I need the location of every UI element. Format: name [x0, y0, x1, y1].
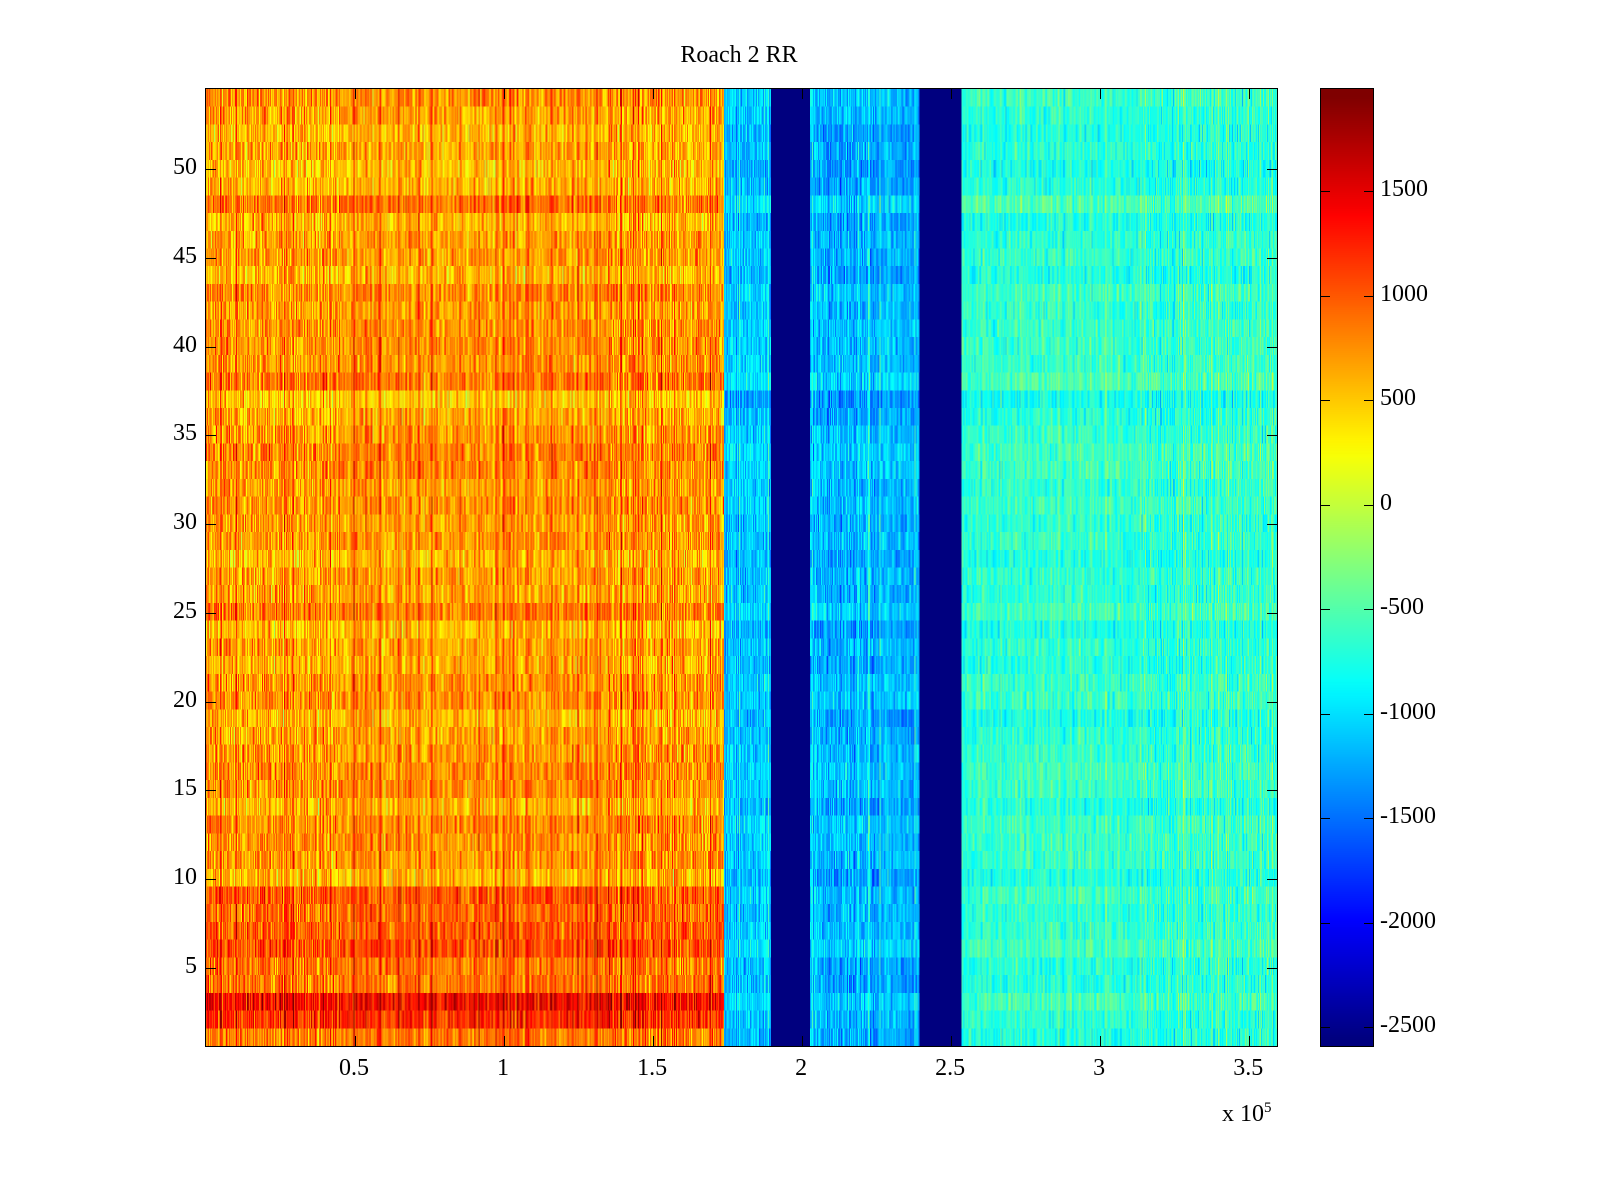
colorbar-tick-mark: [1364, 400, 1373, 402]
x-tick-mark: [1249, 89, 1251, 99]
colorbar-tick-mark: [1364, 609, 1373, 611]
y-tick-mark: [206, 701, 216, 703]
colorbar-tick-mark: [1364, 713, 1373, 715]
x-multiplier-exponent: 5: [1264, 1100, 1272, 1116]
x-tick-label: 0.5: [339, 1055, 370, 1081]
x-tick-label: 3: [1093, 1055, 1106, 1081]
x-tick-mark: [355, 89, 357, 99]
colorbar-tick-mark: [1364, 504, 1373, 506]
x-tick-mark: [951, 1036, 953, 1046]
x-tick-label: 1.5: [637, 1055, 668, 1081]
y-tick-mark: [1267, 968, 1277, 970]
x-tick-mark: [1100, 89, 1102, 99]
x-tick-mark: [1249, 1036, 1251, 1046]
x-tick-mark: [802, 1036, 804, 1046]
y-tick-label: 30: [173, 509, 197, 536]
colorbar-tick-mark: [1321, 609, 1330, 611]
y-tick-mark: [1267, 790, 1277, 792]
y-tick-mark: [206, 168, 216, 170]
colorbar-tick-mark: [1321, 295, 1330, 297]
y-tick-label: 50: [173, 153, 197, 180]
x-tick-mark: [504, 1036, 506, 1046]
y-tick-label: 5: [185, 953, 197, 980]
x-tick-mark: [355, 1036, 357, 1046]
y-tick-mark: [1267, 701, 1277, 703]
colorbar-tick-mark: [1321, 504, 1330, 506]
y-tick-mark: [206, 257, 216, 259]
x-tick-label: 1: [497, 1055, 510, 1081]
colorbar-tick-mark: [1321, 818, 1330, 820]
y-tick-mark: [206, 968, 216, 970]
colorbar-tick-mark: [1364, 818, 1373, 820]
y-tick-mark: [206, 435, 216, 437]
x-tick-mark: [653, 89, 655, 99]
y-tick-mark: [1267, 346, 1277, 348]
y-tick-mark: [206, 524, 216, 526]
y-tick-mark: [1267, 612, 1277, 614]
x-tick-mark: [951, 89, 953, 99]
colorbar-tick-mark: [1364, 922, 1373, 924]
heatmap-image: [206, 89, 1277, 1046]
colorbar-tick-mark: [1364, 191, 1373, 193]
y-tick-label: 10: [173, 864, 197, 891]
chart-title: Roach 2 RR: [680, 42, 798, 68]
y-tick-label: 15: [173, 775, 197, 802]
colorbar-tick-label: 1000: [1380, 280, 1428, 307]
y-tick-label: 20: [173, 686, 197, 713]
y-tick-mark: [206, 612, 216, 614]
colorbar-tick-label: -1000: [1380, 698, 1436, 725]
colorbar-tick-mark: [1321, 191, 1330, 193]
y-tick-label: 25: [173, 597, 197, 624]
y-tick-mark: [1267, 524, 1277, 526]
x-tick-mark: [1100, 1036, 1102, 1046]
colorbar-tick-label: 0: [1380, 489, 1392, 516]
y-tick-mark: [206, 346, 216, 348]
y-tick-mark: [1267, 879, 1277, 881]
y-tick-mark: [206, 879, 216, 881]
colorbar-tick-mark: [1364, 1027, 1373, 1029]
x-tick-mark: [504, 89, 506, 99]
colorbar-tick-label: -2500: [1380, 1012, 1436, 1039]
x-tick-label: 2.5: [935, 1055, 966, 1081]
y-tick-mark: [1267, 435, 1277, 437]
x-tick-mark: [802, 89, 804, 99]
y-tick-mark: [1267, 168, 1277, 170]
heatmap-axes: [205, 88, 1278, 1047]
colorbar-tick-mark: [1321, 713, 1330, 715]
colorbar-tick-mark: [1321, 1027, 1330, 1029]
colorbar: [1320, 88, 1374, 1047]
colorbar-gradient: [1321, 89, 1373, 1046]
y-tick-label: 40: [173, 331, 197, 358]
x-tick-mark: [653, 1036, 655, 1046]
x-multiplier-base: x 10: [1222, 1101, 1264, 1127]
y-tick-mark: [206, 790, 216, 792]
x-tick-label: 3.5: [1233, 1055, 1264, 1081]
colorbar-tick-label: 500: [1380, 385, 1416, 412]
y-tick-mark: [1267, 257, 1277, 259]
colorbar-tick-mark: [1321, 400, 1330, 402]
colorbar-tick-mark: [1364, 295, 1373, 297]
colorbar-tick-mark: [1321, 922, 1330, 924]
colorbar-tick-label: -500: [1380, 594, 1424, 621]
colorbar-tick-label: -1500: [1380, 803, 1436, 830]
y-tick-label: 35: [173, 420, 197, 447]
y-tick-label: 45: [173, 242, 197, 269]
colorbar-tick-label: 1500: [1380, 176, 1428, 203]
x-multiplier-label: x 105: [1222, 1100, 1272, 1128]
colorbar-tick-label: -2000: [1380, 907, 1436, 934]
x-tick-label: 2: [795, 1055, 808, 1081]
